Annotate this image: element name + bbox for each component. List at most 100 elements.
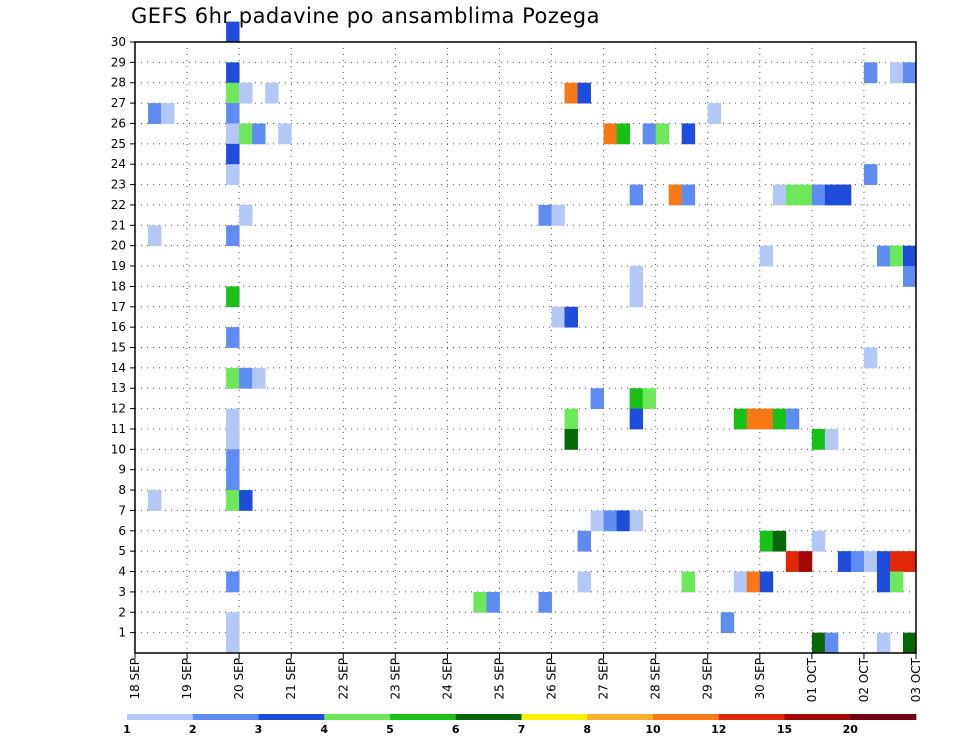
x-tick-label: 02 OCT xyxy=(857,657,871,702)
x-tick-label: 18 SEP xyxy=(128,658,142,700)
heatmap-cell xyxy=(239,82,253,104)
colorbar-label: 8 xyxy=(583,723,591,736)
y-tick-label: 10 xyxy=(111,442,126,456)
x-tick-label: 27 SEP xyxy=(597,658,611,700)
colorbar-swatch xyxy=(653,714,720,720)
heatmap-cell xyxy=(772,408,787,430)
chart-title: GEFS 6hr padavine po ansamblima Pozega xyxy=(131,4,601,28)
colorbar-swatch xyxy=(587,714,654,720)
heatmap-cells xyxy=(148,21,917,654)
heatmap-cell xyxy=(902,266,917,287)
heatmap-cell xyxy=(629,510,644,532)
heatmap-cell xyxy=(811,428,826,450)
heatmap-cell xyxy=(239,204,253,226)
heatmap-cell xyxy=(759,530,774,552)
heatmap-cell xyxy=(863,164,878,185)
heatmap-cell xyxy=(577,571,591,593)
heatmap-cell xyxy=(889,551,904,572)
heatmap-cell xyxy=(876,245,891,267)
heatmap-cell xyxy=(603,510,618,532)
y-tick-label: 21 xyxy=(111,218,126,232)
heatmap-cell xyxy=(226,612,240,634)
x-tick-label: 21 SEP xyxy=(284,658,298,700)
colorbar-label: 6 xyxy=(452,723,460,736)
heatmap-cell xyxy=(577,530,591,552)
y-tick-label: 5 xyxy=(118,544,126,558)
heatmap-cell xyxy=(486,591,500,613)
colorbar-label: 4 xyxy=(320,723,328,736)
heatmap-cell xyxy=(564,428,578,450)
axes: 1234567891011121314151617181920212223242… xyxy=(111,35,923,702)
heatmap-cell xyxy=(226,21,240,43)
heatmap-cell xyxy=(746,571,761,593)
heatmap-cell xyxy=(616,123,631,145)
heatmap-cell xyxy=(538,204,552,226)
y-tick-label: 3 xyxy=(118,585,126,599)
heatmap-cell xyxy=(564,306,578,328)
colorbar-swatch xyxy=(850,714,917,720)
heatmap-cell xyxy=(837,184,852,206)
heatmap-cell xyxy=(239,367,253,389)
colorbar: 1 2 3 4 5 6 7 8 10 12 15 20 xyxy=(123,714,917,736)
x-tick-label: 26 SEP xyxy=(545,658,559,700)
heatmap-cell xyxy=(226,82,240,104)
heatmap-cell xyxy=(148,490,162,511)
heatmap-cell xyxy=(772,530,787,552)
heatmap-cell xyxy=(226,428,240,450)
heatmap-cell xyxy=(252,367,266,389)
colorbar-swatch xyxy=(521,714,588,720)
heatmap-cell xyxy=(564,82,578,104)
y-tick-label: 13 xyxy=(111,381,126,395)
heatmap-cell xyxy=(850,551,865,572)
x-tick-label: 23 SEP xyxy=(388,658,402,700)
y-tick-label: 20 xyxy=(111,239,126,253)
colorbar-swatch xyxy=(127,714,194,720)
heatmap-cell xyxy=(226,286,240,308)
heatmap-cell xyxy=(252,123,266,145)
heatmap-cell xyxy=(759,571,774,593)
heatmap-cell xyxy=(226,571,240,593)
heatmap-cell xyxy=(798,551,813,572)
colorbar-swatch xyxy=(258,714,325,720)
heatmap-cell xyxy=(785,184,800,206)
colorbar-label: 2 xyxy=(189,723,197,736)
heatmap-cell xyxy=(226,225,240,247)
y-tick-label: 17 xyxy=(111,300,126,314)
heatmap-cell xyxy=(902,245,917,267)
x-tick-label: 29 SEP xyxy=(701,658,715,700)
heatmap-cell xyxy=(629,408,644,430)
y-tick-label: 14 xyxy=(111,361,126,375)
x-tick-label: 24 SEP xyxy=(440,658,454,700)
heatmap-cell xyxy=(473,591,487,613)
heatmap-cell xyxy=(811,530,826,552)
y-tick-label: 23 xyxy=(111,178,126,192)
x-tick-label: 19 SEP xyxy=(180,658,194,700)
heatmap-cell xyxy=(590,510,604,532)
colorbar-label: 10 xyxy=(645,723,661,736)
colorbar-label: 7 xyxy=(518,723,526,736)
heatmap-cell xyxy=(707,103,722,124)
heatmap-cell xyxy=(226,408,240,430)
heatmap-cell xyxy=(642,123,657,145)
y-tick-label: 29 xyxy=(111,55,126,69)
heatmap-cell xyxy=(863,62,878,84)
heatmap-cell xyxy=(902,62,917,84)
heatmap-cell xyxy=(551,306,565,328)
y-tick-label: 7 xyxy=(118,503,126,517)
heatmap-cell xyxy=(148,103,162,124)
y-tick-label: 2 xyxy=(118,605,126,619)
colorbar-label: 1 xyxy=(123,723,131,736)
heatmap-cell xyxy=(772,184,787,206)
y-tick-label: 22 xyxy=(111,198,126,212)
x-tick-label: 01 OCT xyxy=(805,657,819,702)
heatmap-cell xyxy=(278,123,292,145)
heatmap-cell xyxy=(785,408,800,430)
y-tick-label: 27 xyxy=(111,96,126,110)
heatmap-cell xyxy=(889,245,904,267)
heatmap-cell xyxy=(668,184,683,206)
heatmap-cell xyxy=(629,388,644,409)
heatmap-cell xyxy=(564,408,578,430)
y-tick-label: 26 xyxy=(111,116,126,130)
heatmap-cell xyxy=(746,408,761,430)
